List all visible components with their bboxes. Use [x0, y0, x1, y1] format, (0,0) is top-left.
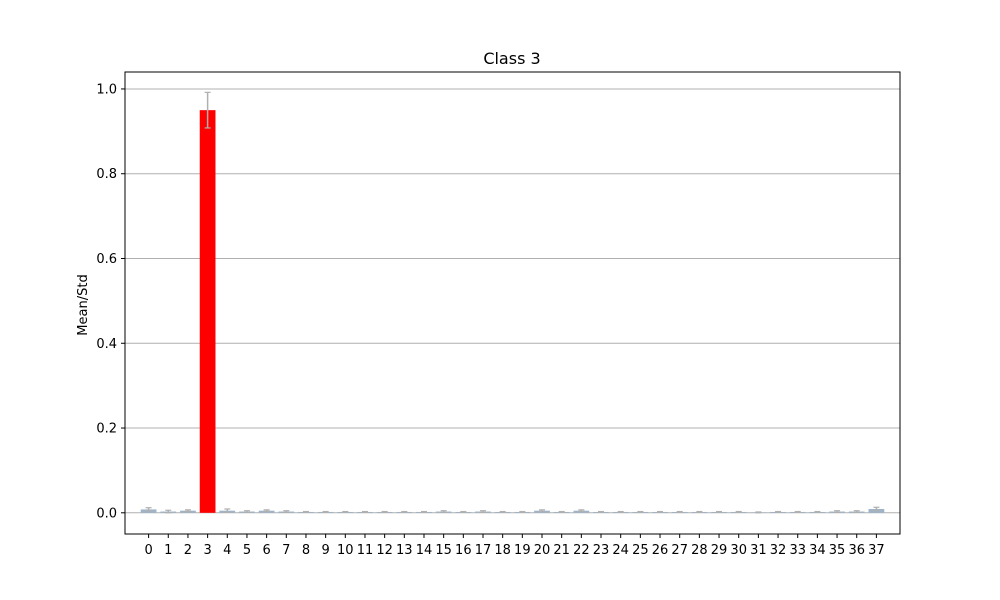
x-tick-label: 5: [243, 543, 251, 558]
x-tick-label: 34: [809, 543, 826, 558]
plot-frame: [124, 71, 901, 535]
x-tick-label: 33: [789, 543, 806, 558]
x-tick-label: 26: [652, 543, 669, 558]
x-tick-label: 17: [475, 543, 492, 558]
bars: [140, 110, 885, 513]
x-tick-label: 7: [282, 543, 290, 558]
x-tick-label: 4: [223, 543, 231, 558]
y-tick-label: 0.6: [96, 252, 117, 267]
y-tick-label: 1.0: [96, 82, 117, 97]
chart-title: Class 3: [483, 49, 540, 68]
x-tick-label: 35: [829, 543, 846, 558]
x-tick-label: 13: [396, 543, 413, 558]
y-ticks: 0.0 0.2 0.4 0.6 0.8 1.0: [96, 82, 125, 521]
x-ticks: 0 1 2 3 4 5 6 7 8 9 10 11 12 13 14 15 16 17 18 19 20 21 22 23 24…: [144, 534, 885, 558]
x-tick-label: 3: [203, 543, 211, 558]
x-tick-label: 25: [632, 543, 649, 558]
x-tick-label: 20: [534, 543, 551, 558]
x-tick-label: 24: [612, 543, 629, 558]
x-tick-label: 0: [144, 543, 152, 558]
x-tick-label: 22: [573, 543, 590, 558]
x-tick-label: 37: [868, 543, 885, 558]
x-tick-label: 14: [416, 543, 433, 558]
grid-lines: [125, 88, 900, 514]
y-tick-label: 0.4: [96, 337, 117, 352]
x-tick-label: 1: [164, 543, 172, 558]
x-tick-label: 8: [302, 543, 310, 558]
x-tick-label: 2: [184, 543, 192, 558]
y-tick-label: 0.8: [96, 167, 117, 182]
x-tick-label: 11: [357, 543, 374, 558]
bar: [199, 110, 216, 513]
x-tick-label: 30: [730, 543, 747, 558]
x-tick-label: 27: [671, 543, 688, 558]
x-tick-label: 10: [337, 543, 354, 558]
x-tick-label: 32: [770, 543, 787, 558]
x-tick-label: 15: [435, 543, 452, 558]
x-tick-label: 31: [750, 543, 767, 558]
x-tick-label: 36: [848, 543, 865, 558]
x-tick-label: 16: [455, 543, 472, 558]
x-tick-label: 23: [593, 543, 610, 558]
x-tick-label: 21: [553, 543, 570, 558]
x-tick-label: 28: [691, 543, 708, 558]
error-bars: [145, 91, 880, 514]
x-tick-label: 19: [514, 543, 531, 558]
x-tick-label: 9: [321, 543, 329, 558]
y-tick-label: 0.0: [96, 506, 117, 521]
y-axis-label: Mean/Std: [76, 274, 91, 335]
x-tick-label: 12: [376, 543, 393, 558]
x-tick-label: 6: [262, 543, 270, 558]
x-tick-label: 18: [494, 543, 511, 558]
y-tick-label: 0.2: [96, 422, 117, 437]
x-tick-label: 29: [711, 543, 728, 558]
